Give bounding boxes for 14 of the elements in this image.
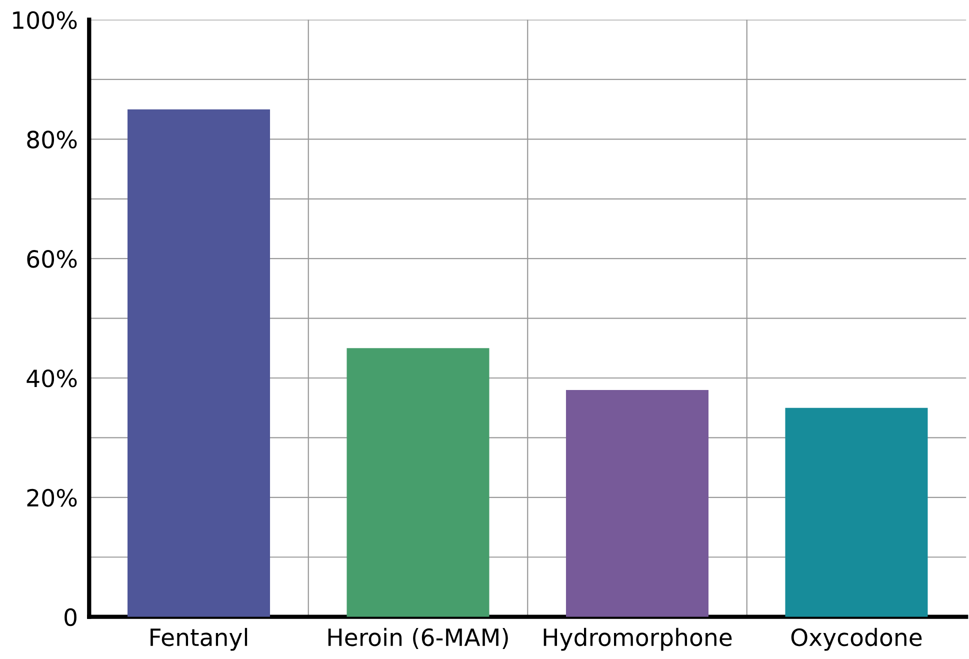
- x-tick-label: Hydromorphone: [544, 628, 732, 651]
- x-tick-label: Oxycodone: [791, 628, 922, 651]
- bar: [785, 408, 928, 617]
- y-tick-label: 60%: [27, 250, 77, 268]
- x-tick-label: Fentanyl: [150, 628, 248, 651]
- x-tick-label: Heroin (6-MAM): [328, 628, 508, 649]
- y-tick-label: 20%: [27, 488, 77, 507]
- y-tick-label: 100%: [13, 11, 77, 30]
- y-tick-label: 0: [64, 608, 76, 626]
- y-tick-label: 80%: [27, 130, 77, 148]
- bar: [128, 109, 270, 617]
- bar: [346, 348, 490, 617]
- bar: [566, 390, 708, 617]
- y-tick-label: 40%: [26, 369, 77, 388]
